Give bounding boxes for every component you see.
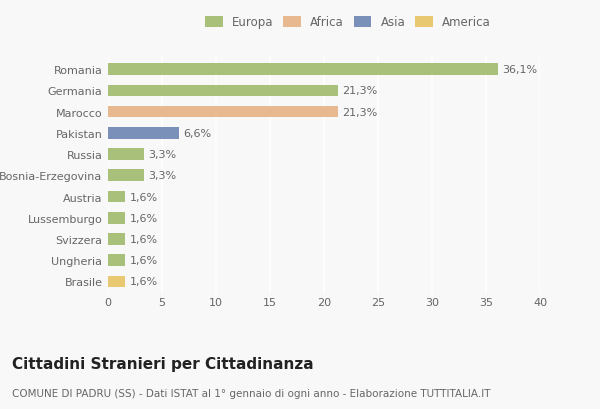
Bar (108, 149, 143, 160)
Bar (108, 85, 338, 97)
Text: 3,3%: 3,3% (148, 171, 176, 181)
Text: Cittadini Stranieri per Cittadinanza: Cittadini Stranieri per Cittadinanza (12, 356, 314, 371)
Text: 36,1%: 36,1% (502, 65, 538, 75)
Text: 6,6%: 6,6% (184, 128, 212, 139)
Legend: Europa, Africa, Asia, America: Europa, Africa, Asia, America (203, 14, 493, 32)
Text: 1,6%: 1,6% (130, 234, 158, 245)
Text: 1,6%: 1,6% (130, 213, 158, 223)
Bar (108, 170, 143, 182)
Bar (108, 234, 125, 245)
Text: COMUNE DI PADRU (SS) - Dati ISTAT al 1° gennaio di ogni anno - Elaborazione TUTT: COMUNE DI PADRU (SS) - Dati ISTAT al 1° … (12, 389, 491, 398)
Text: 21,3%: 21,3% (343, 107, 377, 117)
Bar (108, 128, 179, 139)
Bar (108, 255, 125, 266)
Text: 1,6%: 1,6% (130, 277, 158, 287)
Text: 1,6%: 1,6% (130, 192, 158, 202)
Bar (108, 276, 125, 288)
Text: 3,3%: 3,3% (148, 150, 176, 160)
Bar (108, 212, 125, 224)
Text: 21,3%: 21,3% (343, 86, 377, 96)
Bar (108, 106, 338, 118)
Bar (108, 64, 498, 76)
Bar (108, 191, 125, 203)
Text: 1,6%: 1,6% (130, 256, 158, 265)
